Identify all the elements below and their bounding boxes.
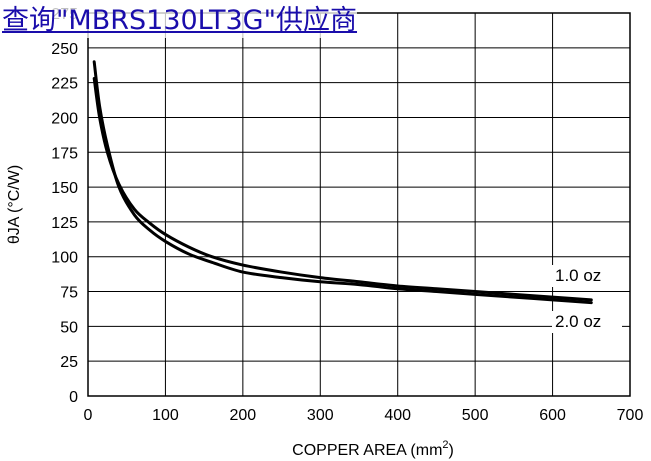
series-labels: 1.0 oz 2.0 oz [552,265,622,333]
x-axis-label: COPPER AREA (mm2) [292,439,454,459]
series-label: 2.0 oz [555,312,601,331]
series-label-bg [552,311,622,333]
series-lines [92,60,593,305]
x-tick-label: 700 [617,407,644,424]
x-axis-label-main: COPPER AREA (mm [292,442,442,459]
x-axis-label-superscript: 2 [442,439,448,451]
y-tick-label: 225 [51,76,78,93]
y-tick-label: 125 [51,215,78,232]
plot-frame [87,12,631,397]
y-tick-label: 0 [69,389,78,406]
x-tick-label: 400 [384,407,411,424]
y-tick-label: 200 [51,110,78,127]
grid [88,13,630,396]
series-line-1 [92,76,593,302]
x-tick-label: 600 [539,407,566,424]
supplier-query-link[interactable]: 查询"MBRS130LT3G"供应商 [2,4,358,38]
series-line-2 [92,60,593,305]
x-tick-label: 200 [230,407,257,424]
y-tick-label: 50 [60,319,78,336]
x-tick-label: 0 [84,407,93,424]
series-label: 1.0 oz [555,266,601,285]
series-label-bg [552,265,622,287]
y-tick-label: 25 [60,354,78,371]
x-axis-label-suffix: ) [449,442,454,459]
y-tick-labels: 0255075100125150175200225250275 [51,6,78,406]
x-tick-labels: 0 100 200 300 400 500 600 700 [84,407,644,424]
y-tick-label: 150 [51,180,78,197]
y-tick-label: 175 [51,145,78,162]
y-axis-label: θJA (°C/W) [6,165,23,244]
x-tick-label: 500 [462,407,489,424]
x-tick-label: 300 [307,407,334,424]
y-tick-label: 250 [51,41,78,58]
y-tick-label: 75 [60,285,78,302]
y-tick-label: 100 [51,250,78,267]
x-tick-label: 100 [152,407,179,424]
